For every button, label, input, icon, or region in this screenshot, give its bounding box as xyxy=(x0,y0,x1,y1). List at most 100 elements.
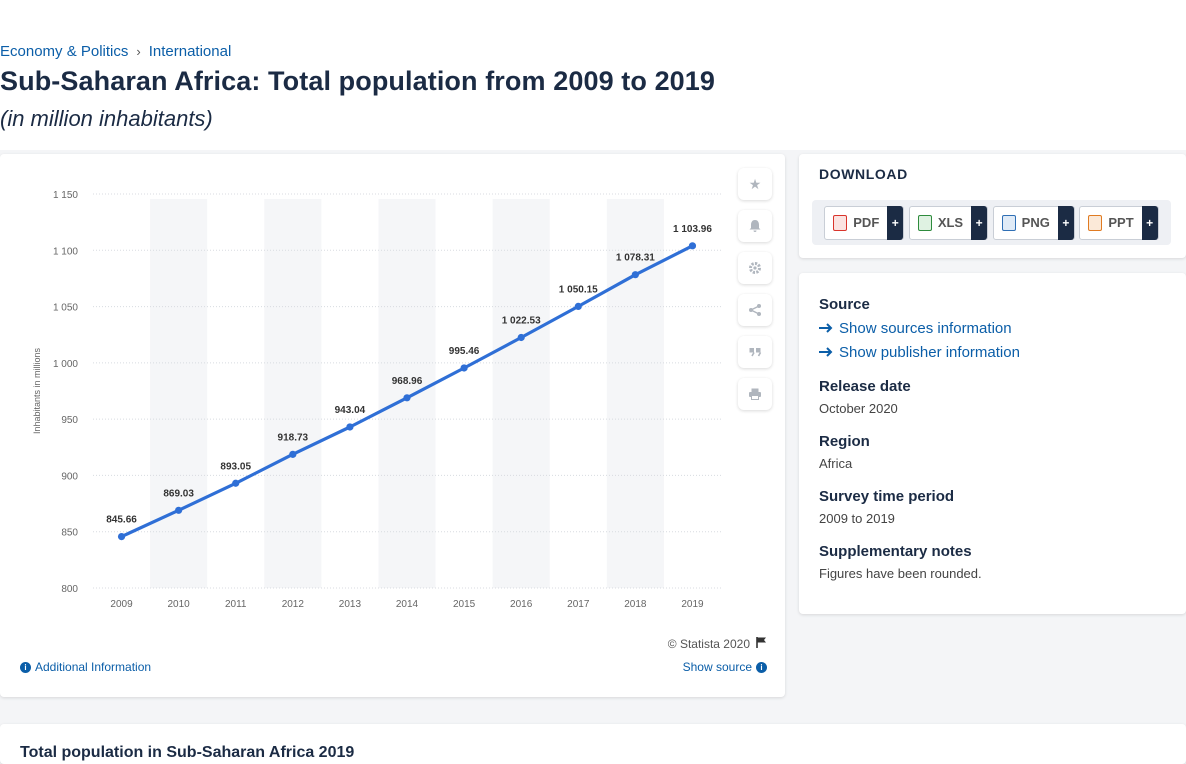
data-point xyxy=(175,506,183,514)
download-xls-label: XLS xyxy=(937,215,964,230)
release-date-value: October 2020 xyxy=(819,401,898,416)
data-label: 995.46 xyxy=(449,346,480,357)
y-tick-label: 1 050 xyxy=(53,303,78,314)
breadcrumb: Economy & Politics › International xyxy=(0,43,231,60)
share-icon[interactable] xyxy=(738,294,772,326)
breadcrumb-separator: › xyxy=(136,44,141,59)
download-pdf-button[interactable]: PDF + xyxy=(824,205,905,240)
data-point xyxy=(403,394,411,402)
y-tick-label: 800 xyxy=(61,584,78,595)
download-title: DOWNLOAD xyxy=(819,166,908,182)
download-png-button[interactable]: PNG + xyxy=(992,205,1075,240)
page-title: Sub-Saharan Africa: Total population fro… xyxy=(0,66,716,96)
download-xls-button[interactable]: XLS + xyxy=(908,205,989,240)
x-tick-label: 2017 xyxy=(567,599,590,610)
data-label: 1 050.15 xyxy=(559,284,598,295)
download-pdf-label: PDF xyxy=(853,215,880,230)
x-tick-label: 2013 xyxy=(339,599,362,610)
y-tick-label: 900 xyxy=(61,471,78,482)
breadcrumb-item-international[interactable]: International xyxy=(148,43,232,60)
column-band xyxy=(378,199,436,588)
related-statistic-card: Total population in Sub-Saharan Africa 2… xyxy=(0,724,1186,764)
x-tick-label: 2015 xyxy=(453,599,476,610)
data-point xyxy=(460,364,468,372)
data-point xyxy=(688,242,697,250)
data-label: 893.05 xyxy=(220,461,251,472)
show-publisher-label: Show publisher information xyxy=(839,344,1020,361)
column-band xyxy=(492,199,550,588)
settings-gear-icon[interactable] xyxy=(738,252,772,284)
supplementary-notes-label: Supplementary notes xyxy=(819,543,972,560)
chart-toolbar: ★ xyxy=(738,168,772,410)
survey-period-label: Survey time period xyxy=(819,488,955,505)
data-point xyxy=(517,333,525,342)
x-tick-label: 2009 xyxy=(110,599,133,610)
show-source-label: Show source xyxy=(682,660,752,674)
x-tick-label: 2019 xyxy=(681,599,704,610)
statistic-details-card: Source Show sources information Show pub… xyxy=(799,273,1186,614)
region-label: Region xyxy=(819,433,870,450)
show-sources-link[interactable]: Show sources information xyxy=(819,320,1012,337)
favorite-star-icon[interactable]: ★ xyxy=(738,168,772,200)
x-tick-label: 2012 xyxy=(282,599,305,610)
x-tick-label: 2010 xyxy=(168,599,191,610)
data-label: 869.03 xyxy=(163,488,194,499)
png-file-icon xyxy=(1001,214,1016,231)
flag-icon[interactable] xyxy=(756,636,767,651)
data-label: 918.73 xyxy=(278,432,309,443)
x-tick-label: 2018 xyxy=(624,599,647,610)
copyright-notice: © Statista 2020 xyxy=(668,636,767,651)
copyright-text: © Statista 2020 xyxy=(667,636,750,651)
notification-bell-icon[interactable] xyxy=(738,210,772,242)
show-source-link[interactable]: Show source i xyxy=(683,660,767,674)
x-tick-label: 2014 xyxy=(396,599,419,610)
ppt-file-icon xyxy=(1088,214,1103,231)
page-header-background xyxy=(0,0,1186,150)
plus-icon: + xyxy=(887,205,904,240)
release-date-label: Release date xyxy=(819,378,911,395)
y-tick-label: 1 150 xyxy=(53,190,78,201)
pdf-file-icon xyxy=(833,214,848,231)
data-point xyxy=(232,479,240,487)
x-tick-label: 2016 xyxy=(510,599,533,610)
data-point xyxy=(346,423,354,431)
y-tick-label: 850 xyxy=(61,528,78,539)
y-axis-label: Inhabitants in millions xyxy=(32,347,42,434)
quote-icon[interactable] xyxy=(738,336,772,368)
show-sources-label: Show sources information xyxy=(839,320,1012,337)
data-label: 968.96 xyxy=(392,376,423,387)
plus-icon: + xyxy=(1057,205,1074,240)
arrow-right-icon xyxy=(819,344,833,361)
show-publisher-link[interactable]: Show publisher information xyxy=(819,344,1020,361)
data-point xyxy=(289,450,297,458)
data-label: 845.66 xyxy=(106,515,137,526)
data-point xyxy=(574,302,582,311)
survey-period-value: 2009 to 2019 xyxy=(819,511,895,526)
additional-information-link[interactable]: i Additional Information xyxy=(20,660,151,674)
source-label: Source xyxy=(819,296,870,313)
page-subtitle: (in million inhabitants) xyxy=(0,106,213,131)
info-icon: i xyxy=(756,661,767,673)
download-ppt-button[interactable]: PPT + xyxy=(1079,205,1159,240)
y-tick-label: 1 000 xyxy=(53,359,78,370)
column-band xyxy=(264,199,322,588)
data-label: 1 078.31 xyxy=(616,253,655,264)
print-icon[interactable] xyxy=(738,378,772,410)
download-png-label: PNG xyxy=(1021,215,1050,230)
plus-icon: + xyxy=(971,205,988,240)
xls-file-icon xyxy=(917,214,932,231)
data-point xyxy=(631,271,639,279)
chart-card: 800 850 900 950 1 000 1 050 1 100 1 150 Inhabita… xyxy=(0,154,785,697)
data-label: 1 022.53 xyxy=(502,315,541,326)
download-buttons: PDF + XLS + PNG + PPT + xyxy=(812,200,1171,245)
region-value: Africa xyxy=(819,456,853,471)
data-point xyxy=(117,532,126,541)
data-label: 1 103.96 xyxy=(673,224,712,235)
additional-information-label: Additional Information xyxy=(35,660,152,674)
info-icon: i xyxy=(20,661,31,673)
related-statistic-title: Total population in Sub-Saharan Africa 2… xyxy=(20,744,355,761)
x-tick-label: 2011 xyxy=(225,599,247,610)
y-tick-label: 1 100 xyxy=(53,246,78,257)
breadcrumb-item-economy[interactable]: Economy & Politics xyxy=(0,43,129,60)
plus-icon: + xyxy=(1141,205,1158,240)
